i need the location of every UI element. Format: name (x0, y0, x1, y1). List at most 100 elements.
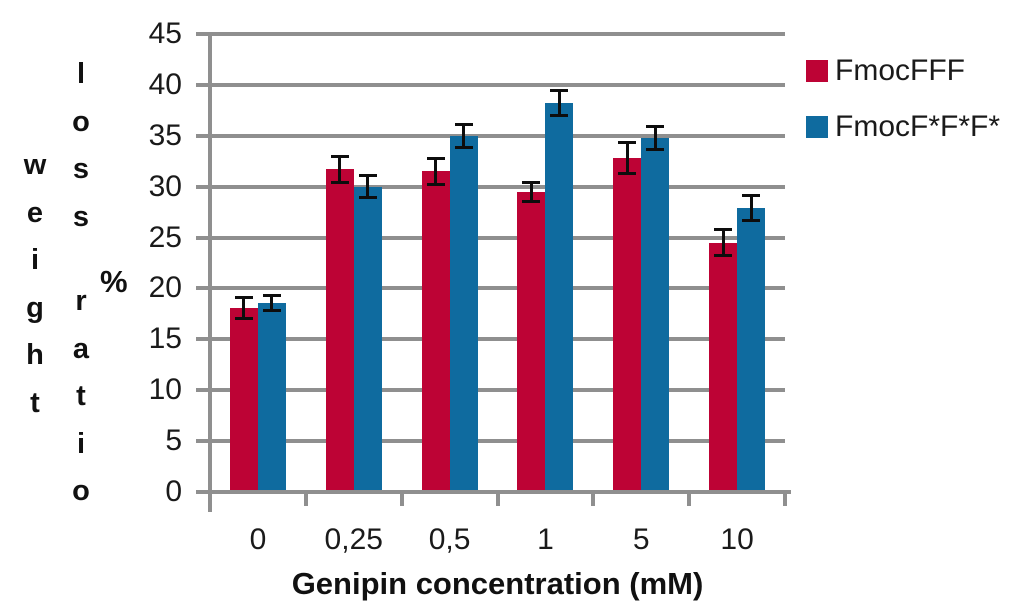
x-axis-tick (303, 492, 308, 506)
error-bar-cap (426, 157, 445, 161)
error-bar (749, 194, 753, 222)
error-bar-cap (330, 155, 349, 159)
legend: FmocFFF FmocF*F*F* (806, 56, 1000, 168)
error-bar-cap (358, 195, 377, 199)
y-axis-title-letter: g (26, 291, 44, 324)
y-axis-tick (196, 439, 210, 444)
y-axis-tick (196, 32, 210, 36)
y-axis-title-letter: h (26, 339, 44, 371)
legend-swatch-fmocfstarfstarfstar (806, 116, 828, 138)
error-bar (338, 156, 342, 183)
gridline (210, 133, 785, 138)
y-axis-tick (196, 235, 210, 240)
x-axis-tick (399, 492, 404, 506)
x-axis-tick (783, 492, 787, 506)
legend-item-fmocfff: FmocFFF (806, 56, 1000, 86)
legend-item-fmocfstarfstarfstar: FmocF*F*F* (806, 112, 1000, 142)
bar-fmocfstarfstarfstar (449, 135, 478, 492)
y-axis-tick-label: 20 (148, 271, 182, 305)
bar-fmocfff (613, 158, 642, 492)
legend-swatch-fmocfff (806, 60, 828, 82)
error-bar (366, 175, 370, 198)
error-bar-cap (522, 180, 541, 184)
error-bar-cap (454, 145, 473, 149)
error-bar-cap (522, 199, 541, 203)
gridline (210, 82, 785, 87)
x-axis-tick (495, 492, 500, 506)
error-bar-cap (742, 193, 761, 197)
y-axis-title-letter: e (26, 196, 44, 229)
error-bar-cap (550, 88, 569, 92)
error-bar-cap (618, 172, 637, 176)
bar-fmocfstarfstarfstar (545, 103, 574, 492)
error-bar-cap (714, 228, 733, 232)
error-bar (462, 123, 466, 148)
gridline (210, 337, 785, 342)
y-axis-tick-label: 0 (165, 475, 182, 508)
x-axis-tick-label: 0,25 (324, 523, 383, 556)
gridline (210, 439, 785, 444)
y-axis-tick (196, 490, 210, 494)
error-bar-cap (234, 295, 253, 299)
bar-fmocfstarfstarfstar (641, 137, 670, 492)
bar-fmocfff (325, 169, 354, 492)
bar-fmocfstarfstarfstar (257, 302, 286, 492)
error-bar-cap (618, 140, 637, 144)
y-axis-tick (196, 133, 210, 138)
error-bar (557, 89, 561, 117)
error-bar-cap (714, 253, 733, 257)
bar-fmocfff (229, 307, 258, 492)
x-axis-tick-label: 0,5 (428, 523, 471, 556)
bar-fmocfff (709, 242, 738, 492)
y-axis-tick-label: 25 (148, 220, 182, 254)
y-axis-tick-label: 45 (148, 17, 182, 50)
gridline (210, 388, 785, 393)
error-bar (242, 296, 246, 319)
error-bar-cap (330, 180, 349, 184)
y-axis-tick-label: 40 (148, 67, 182, 101)
x-axis-title: Genipin concentration (mM) (291, 566, 704, 601)
error-bar-cap (454, 122, 473, 126)
error-bar-cap (646, 148, 665, 152)
error-bar-cap (358, 174, 377, 178)
y-axis-title-letter: o (72, 105, 90, 138)
y-axis-tick (196, 337, 210, 342)
error-bar (721, 229, 725, 256)
y-axis-title-percent: % (100, 264, 128, 299)
error-bar-cap (426, 182, 445, 186)
bar-fmocfstarfstarfstar (737, 208, 766, 492)
x-axis-line (208, 490, 791, 494)
gridline (210, 32, 785, 36)
error-bar (625, 141, 629, 175)
y-axis-title-letter: s (72, 153, 90, 185)
y-axis-tick (196, 388, 210, 393)
error-bar-cap (262, 308, 281, 312)
x-axis-tick-label: 10 (720, 523, 754, 556)
bar-fmocfff (517, 191, 546, 492)
y-axis-title-letter: r (75, 285, 87, 317)
legend-label-fmocfff: FmocFFF (835, 54, 965, 87)
error-bar (653, 125, 657, 151)
y-axis-title-letter: i (76, 427, 86, 460)
y-axis-tick-label: 30 (148, 169, 182, 203)
y-axis-title-letter: t (76, 380, 86, 412)
x-axis-tick-label: 1 (537, 523, 554, 556)
y-axis-tick (196, 184, 210, 189)
y-axis-tick (196, 82, 210, 87)
error-bar (434, 158, 438, 185)
x-axis-tick-label: 5 (632, 523, 650, 556)
error-bar (529, 181, 533, 202)
y-axis-title-letter: s (72, 200, 90, 233)
x-axis-tick (687, 492, 692, 506)
y-axis-tick-label: 15 (148, 322, 182, 356)
y-axis-title-letter: o (72, 475, 90, 507)
y-axis-tick-label: 35 (148, 118, 182, 152)
y-axis-title-letter: t (30, 386, 40, 419)
error-bar (270, 294, 274, 311)
y-axis-title-letter: a (72, 332, 90, 365)
y-axis-title-letter: l (76, 58, 86, 90)
